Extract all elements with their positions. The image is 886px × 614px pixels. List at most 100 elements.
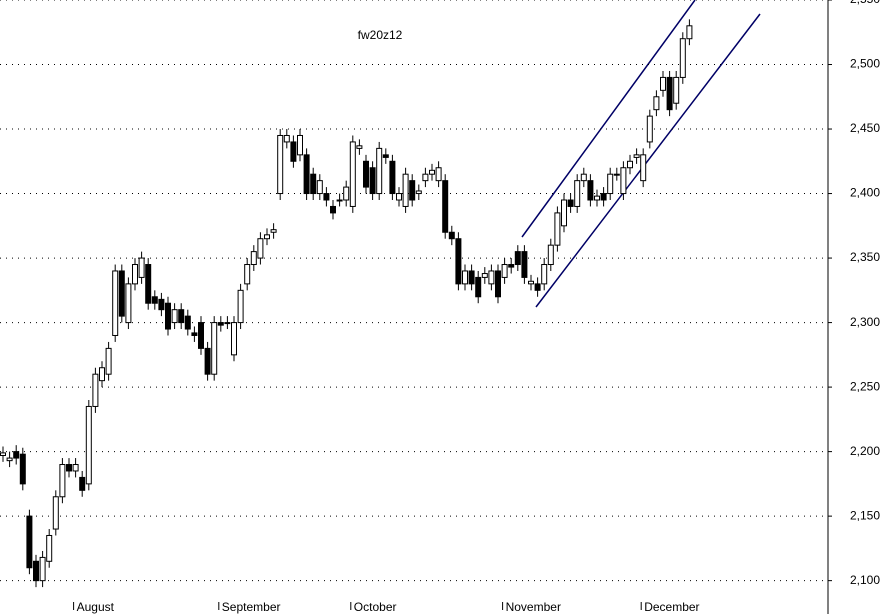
candle-body — [59, 464, 66, 498]
candle-body — [679, 38, 686, 78]
candle-body — [125, 283, 132, 324]
candle-body — [99, 367, 105, 382]
candle-body — [633, 154, 640, 158]
candle-body — [92, 373, 99, 407]
candle-body — [600, 193, 607, 201]
candle-body — [508, 264, 515, 268]
candle-body — [118, 270, 125, 317]
candle-body — [382, 154, 389, 158]
y-tick-label: 2,500 — [850, 57, 880, 71]
candle-body — [270, 229, 277, 233]
candle-body — [336, 199, 343, 202]
candle-body — [145, 264, 152, 304]
candle-body — [567, 199, 574, 207]
candle-body — [330, 205, 336, 214]
candle-body — [389, 160, 396, 195]
candle-body — [534, 283, 541, 291]
candle-body — [475, 276, 482, 298]
candle-body — [244, 264, 251, 285]
candle-body — [415, 190, 422, 195]
chart-title: fw20z12 — [358, 28, 403, 42]
candle-body — [224, 322, 231, 325]
candle-body — [26, 515, 33, 569]
candle-body — [6, 457, 13, 462]
candle-body — [613, 173, 620, 176]
candle-body — [46, 534, 53, 562]
candle-body — [19, 453, 26, 485]
x-tick-label: November — [506, 600, 561, 614]
x-tick-label: August — [77, 600, 115, 614]
candle-body — [297, 134, 303, 156]
candle-body — [488, 270, 495, 285]
candle-body — [666, 76, 673, 111]
candle-body — [653, 96, 660, 111]
candle-body — [151, 296, 158, 304]
candle-body — [0, 452, 6, 456]
candle-body — [409, 180, 416, 201]
candle-body — [105, 347, 112, 375]
candle-body — [79, 476, 86, 491]
y-tick-label: 2,250 — [850, 379, 880, 393]
x-tick-label: September — [222, 600, 281, 614]
candle-body — [396, 193, 402, 201]
candle-body — [178, 309, 185, 324]
candle-body — [561, 199, 567, 227]
candle-body — [607, 173, 614, 195]
candle-body — [112, 270, 119, 336]
y-tick-label: 2,150 — [850, 508, 880, 522]
candle-body — [237, 289, 244, 324]
candle-body — [290, 141, 297, 162]
candle-body — [363, 160, 369, 188]
y-tick-label: 2,450 — [850, 121, 880, 135]
candle-body — [402, 173, 409, 207]
candle-body — [627, 160, 633, 169]
candle-body — [442, 180, 449, 233]
candle-body — [594, 195, 600, 201]
candle-body — [132, 264, 138, 285]
candle-body — [264, 234, 270, 240]
candle-body — [39, 556, 46, 582]
candle-body — [303, 154, 310, 195]
x-tick-label: October — [354, 600, 397, 614]
candle-body — [528, 280, 534, 285]
candle-body — [138, 257, 145, 278]
candle-body — [620, 167, 627, 195]
candle-body — [204, 347, 211, 375]
candle-body — [422, 173, 429, 182]
candle-body — [72, 464, 79, 472]
candle-body — [323, 193, 330, 201]
candle-body — [369, 167, 376, 195]
candle-body — [429, 169, 435, 175]
candle-body — [198, 322, 204, 349]
candle-body — [356, 145, 363, 149]
channel-upper — [521, 0, 696, 238]
candle-body — [580, 173, 587, 182]
candle-body — [547, 244, 554, 266]
y-tick-label: 2,100 — [850, 573, 880, 587]
candle-body — [257, 238, 264, 259]
candle-body — [660, 76, 666, 91]
candle-body — [277, 134, 284, 195]
candle-body — [33, 560, 39, 582]
candle-body — [462, 270, 468, 285]
candle-body — [217, 322, 224, 326]
channel-lower — [535, 13, 761, 308]
candle-body — [495, 270, 501, 298]
candle-body — [283, 134, 290, 143]
candle-body — [13, 451, 20, 459]
candle-body — [250, 251, 257, 266]
candle-body — [184, 315, 191, 330]
candle-body — [158, 298, 165, 311]
candle-body — [435, 167, 442, 182]
candle-body — [191, 332, 198, 336]
candle-body — [349, 141, 356, 207]
y-tick-label: 2,350 — [850, 250, 880, 264]
candle-body — [686, 25, 693, 40]
candle-body — [52, 496, 59, 530]
candle-body — [231, 322, 237, 356]
y-tick-label: 2,200 — [850, 444, 880, 458]
candle-body — [455, 238, 462, 285]
candle-body — [587, 180, 594, 201]
candle-body — [171, 309, 178, 324]
